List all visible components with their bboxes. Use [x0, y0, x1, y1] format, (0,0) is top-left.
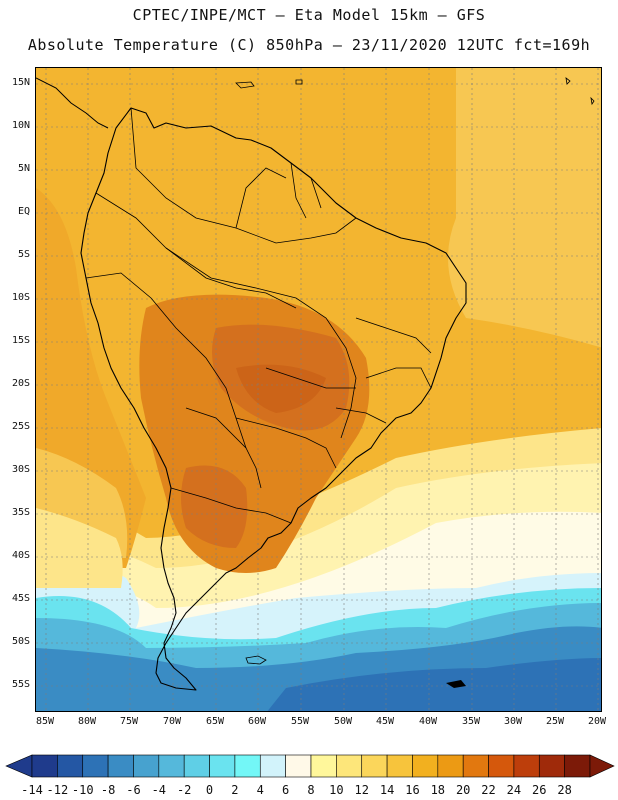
falklands-islands	[245, 655, 267, 665]
colorbar-swatch	[234, 754, 261, 778]
colorbar-swatch	[158, 754, 185, 778]
map-title-field: Absolute Temperature (C) 850hPa – 23/11/…	[27, 36, 591, 54]
colorbar-swatch	[564, 754, 591, 778]
colorbar-tick-label: 26	[532, 783, 547, 797]
colorbar-tick-label: 28	[557, 783, 572, 797]
colorbar-tick-label: -4	[151, 783, 167, 797]
central-america-coast	[36, 77, 109, 129]
lon-label-20w: 20W	[587, 716, 607, 727]
temperature-colorbar	[5, 754, 615, 778]
colorbar-tick-label: 8	[307, 783, 315, 797]
colorbar-swatch	[285, 754, 312, 778]
colorbar-swatch	[57, 754, 84, 778]
colorbar-tick-label: 20	[455, 783, 471, 797]
colorbar-tick-label: 14	[379, 783, 395, 797]
colorbar-tick-label: 18	[430, 783, 446, 797]
colorbar-tick-label: 12	[354, 783, 369, 797]
chaco-argentina-max	[181, 465, 248, 548]
colorbar-tick-label: 2	[231, 783, 239, 797]
lon-label-35w: 35W	[461, 716, 481, 727]
colorbar-tick-label: 0	[205, 783, 214, 797]
lat-label-10s: 10S	[11, 292, 30, 303]
coldest-blue-band	[267, 658, 601, 711]
lat-label-40s: 40S	[11, 550, 30, 561]
colorbar-swatch	[386, 754, 413, 778]
colorbar-arrow-left	[5, 754, 33, 778]
lat-label-eq: EQ	[17, 206, 30, 217]
colorbar-tick-label: 10	[329, 783, 344, 797]
colorbar-swatch	[259, 754, 286, 778]
colorbar-swatch	[31, 754, 58, 778]
colorbar-tick-label: 22	[481, 783, 496, 797]
lat-label-30s: 30S	[11, 464, 30, 475]
map-title-model: CPTEC/INPE/MCT – Eta Model 15km – GFS	[132, 6, 486, 24]
atlantic-warm-band	[448, 68, 601, 348]
lat-label-25s: 25S	[11, 421, 30, 432]
colorbar-swatch	[310, 754, 337, 778]
colorbar-swatch	[82, 754, 109, 778]
colorbar-swatch	[133, 754, 160, 778]
colorbar-swatch	[462, 754, 489, 778]
map-canvas	[36, 68, 601, 711]
lat-label-15n: 15N	[11, 77, 30, 88]
country-borders	[85, 107, 432, 524]
lon-label-75w: 75W	[119, 716, 139, 727]
colorbar-swatch	[107, 754, 134, 778]
colorbar-tick-label: -8	[100, 783, 116, 797]
lon-label-50w: 50W	[333, 716, 353, 727]
colorbar-swatch	[538, 754, 565, 778]
south-america-coastline	[80, 107, 467, 691]
colorbar-tick-label: -2	[176, 783, 192, 797]
colorbar-swatch	[513, 754, 540, 778]
lon-label-45w: 45W	[375, 716, 395, 727]
colorbar-swatch	[209, 754, 236, 778]
lat-label-5n: 5N	[17, 163, 30, 174]
lat-label-10n: 10N	[11, 120, 30, 131]
colorbar-tick-label: 4	[256, 783, 264, 797]
colorbar-tick-label: 6	[282, 783, 290, 797]
lat-label-5s: 5S	[17, 249, 30, 260]
colorbar-swatches	[5, 754, 615, 778]
colorbar-swatch	[183, 754, 210, 778]
colorbar-tick-label: -10	[71, 783, 94, 797]
lon-label-25w: 25W	[545, 716, 565, 727]
colorbar-swatch	[437, 754, 464, 778]
lon-label-85w: 85W	[35, 716, 55, 727]
lat-label-55s: 55S	[11, 679, 30, 690]
lon-label-55w: 55W	[290, 716, 310, 727]
pacific-pale-band	[36, 508, 123, 588]
colorbar-swatch	[336, 754, 363, 778]
lon-label-65w: 65W	[205, 716, 225, 727]
lat-label-50s: 50S	[11, 636, 30, 647]
colorbar-tick-label: -12	[46, 783, 69, 797]
colorbar-tick-label: -14	[21, 783, 43, 797]
south-georgia-island	[446, 680, 466, 688]
lat-label-20s: 20S	[11, 378, 30, 389]
colorbar-tick-label: 16	[405, 783, 420, 797]
colorbar-tick-label: 24	[506, 783, 522, 797]
lat-label-15s: 15S	[11, 335, 30, 346]
colorbar-swatch	[361, 754, 388, 778]
colorbar-tick-label: -6	[126, 783, 141, 797]
lat-label-45s: 45S	[11, 593, 30, 604]
lon-label-40w: 40W	[418, 716, 438, 727]
inner-core-max	[236, 364, 326, 413]
colorbar-swatch	[412, 754, 439, 778]
lat-label-35s: 35S	[11, 507, 30, 518]
temperature-map	[35, 67, 602, 712]
caribbean-islands	[235, 77, 595, 106]
lon-label-30w: 30W	[503, 716, 523, 727]
lon-label-80w: 80W	[77, 716, 97, 727]
lon-label-60w: 60W	[247, 716, 267, 727]
colorbar-swatch	[488, 754, 515, 778]
colorbar-arrow-right	[589, 754, 615, 778]
lon-label-70w: 70W	[162, 716, 182, 727]
